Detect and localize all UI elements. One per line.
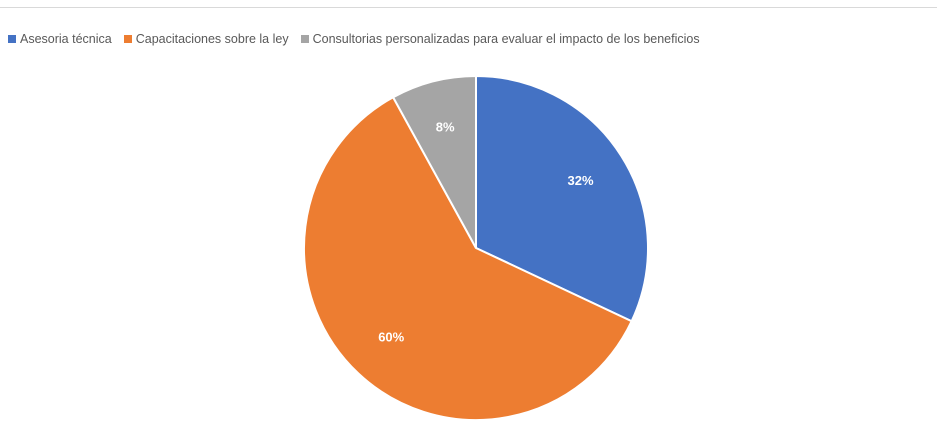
- pie-slices: [304, 76, 648, 420]
- data-label-asesoria: 32%: [568, 173, 594, 188]
- data-label-consultorias: 8%: [436, 119, 455, 134]
- data-label-capacitaciones: 60%: [378, 330, 404, 345]
